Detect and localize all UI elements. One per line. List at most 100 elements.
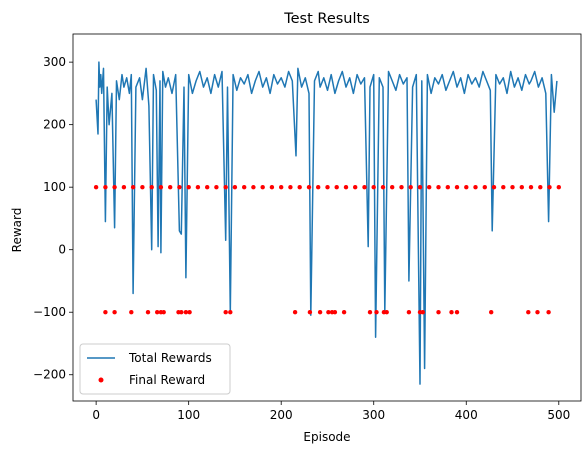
- final-reward-point: [408, 185, 413, 190]
- final-reward-point: [454, 185, 460, 190]
- legend-label: Total Rewards: [128, 351, 212, 365]
- final-reward-point: [179, 310, 184, 315]
- legend-point-swatch: [98, 377, 104, 383]
- final-reward-point: [501, 185, 506, 190]
- final-reward-point: [158, 185, 164, 190]
- final-reward-point: [307, 310, 313, 315]
- final-reward-point: [195, 185, 201, 190]
- final-reward-point: [482, 185, 487, 190]
- x-tick-label: 500: [547, 408, 570, 422]
- x-tick-label: 400: [455, 408, 478, 422]
- final-reward-point: [436, 185, 441, 190]
- final-reward-point: [306, 185, 312, 190]
- final-reward-point: [334, 185, 339, 190]
- final-reward-point: [464, 185, 469, 190]
- final-reward-point: [325, 185, 330, 190]
- final-reward-point: [93, 185, 99, 190]
- final-reward-point: [510, 185, 515, 190]
- final-reward-point: [288, 185, 293, 190]
- final-reward-point: [526, 310, 531, 315]
- final-reward-point: [436, 310, 441, 315]
- final-reward-point: [112, 185, 117, 190]
- final-reward-point: [406, 310, 412, 315]
- final-reward-point: [380, 185, 386, 190]
- final-reward-point: [371, 185, 376, 190]
- final-reward-point: [112, 310, 117, 315]
- final-reward-point: [535, 310, 540, 315]
- final-reward-point: [454, 310, 460, 315]
- final-reward-point: [353, 185, 358, 190]
- final-reward-point: [317, 310, 323, 315]
- final-reward-point: [343, 185, 349, 190]
- y-axis: −200 −100 0 100 200 300: [33, 55, 73, 382]
- final-reward-point: [384, 310, 389, 315]
- y-tick-label: −100: [33, 305, 66, 319]
- final-reward-point: [316, 185, 321, 190]
- final-reward-point: [427, 185, 432, 190]
- final-reward-point: [223, 310, 228, 315]
- final-reward-point: [449, 310, 454, 315]
- final-reward-point: [519, 185, 524, 190]
- final-reward-point: [556, 185, 561, 190]
- x-axis: 0 100 200 300 400 500: [92, 401, 570, 422]
- final-reward-point: [183, 310, 189, 315]
- x-tick-label: 100: [177, 408, 200, 422]
- final-reward-point: [362, 185, 367, 190]
- final-reward-point: [297, 185, 302, 190]
- final-reward-point: [269, 185, 275, 190]
- legend: Total Rewards Final Reward: [79, 343, 231, 395]
- final-reward-point: [390, 185, 395, 190]
- x-axis-label: Episode: [303, 430, 350, 444]
- final-reward-point: [528, 185, 534, 190]
- y-axis-label: Reward: [10, 208, 24, 253]
- final-reward-point: [205, 185, 210, 190]
- final-reward-point: [489, 310, 494, 315]
- final-reward-point: [186, 185, 191, 190]
- final-reward-point: [130, 185, 136, 190]
- final-reward-point: [260, 185, 265, 190]
- final-reward-point: [417, 185, 423, 190]
- y-tick-label: 200: [43, 118, 66, 132]
- final-reward-point: [187, 310, 192, 315]
- final-reward-point: [214, 185, 219, 190]
- final-reward-point: [223, 185, 228, 190]
- y-tick-label: 300: [43, 55, 66, 69]
- legend-label: Final Reward: [129, 373, 205, 387]
- final-reward-point: [547, 185, 552, 190]
- final-reward-point: [420, 310, 425, 315]
- final-reward-point: [491, 185, 497, 190]
- final-reward-point: [161, 310, 166, 315]
- final-reward-point: [538, 185, 543, 190]
- final-reward-point: [332, 310, 338, 315]
- axes-frame: [72, 33, 582, 402]
- final-reward-point: [129, 310, 134, 315]
- final-reward-point: [121, 185, 127, 190]
- final-reward-point: [292, 310, 298, 315]
- x-tick-label: 0: [92, 408, 100, 422]
- final-reward-point: [326, 310, 331, 315]
- legend-box: [79, 343, 231, 395]
- x-tick-label: 300: [362, 408, 385, 422]
- final-reward-point: [399, 185, 404, 190]
- y-tick-label: 100: [43, 180, 66, 194]
- final-reward-point: [140, 185, 145, 190]
- final-reward-point: [279, 185, 284, 190]
- y-tick-label: −200: [33, 368, 66, 382]
- final-reward-point: [546, 310, 551, 315]
- final-reward-point: [445, 185, 450, 190]
- final-reward-point: [232, 185, 238, 190]
- final-reward-point: [228, 310, 233, 315]
- final-reward-point: [367, 310, 373, 315]
- final-reward-point: [374, 310, 379, 315]
- y-tick-label: 0: [58, 243, 66, 257]
- final-reward-point: [473, 185, 478, 190]
- final-reward-point: [177, 185, 182, 190]
- final-reward-point: [168, 185, 173, 190]
- chart-title: Test Results: [283, 11, 370, 27]
- final-reward-point: [155, 310, 160, 315]
- final-reward-point: [242, 185, 247, 190]
- final-reward-point: [251, 185, 256, 190]
- final-reward-point: [149, 185, 154, 190]
- final-reward-point: [145, 310, 151, 315]
